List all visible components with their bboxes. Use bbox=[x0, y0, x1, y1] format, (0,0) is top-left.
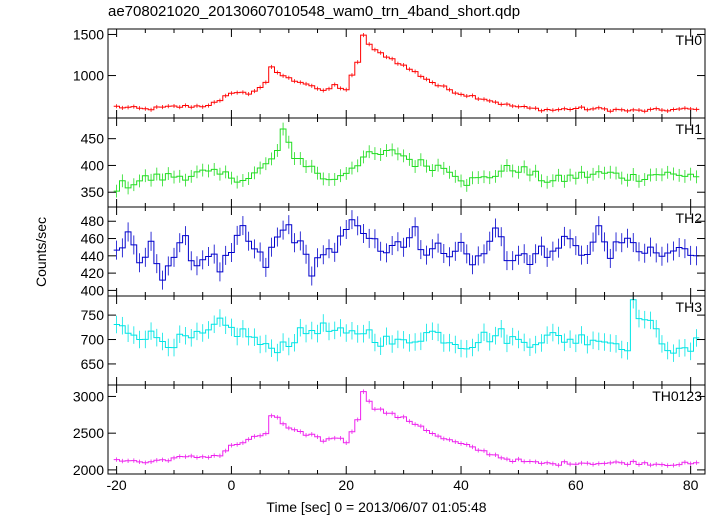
panel-label-th1: TH1 bbox=[676, 121, 703, 137]
panel-frame-th2 bbox=[107, 206, 706, 297]
y-tick-label-th0: 1000 bbox=[73, 68, 104, 84]
panel-label-th0123: TH0123 bbox=[652, 388, 702, 404]
panel-frame-th0 bbox=[107, 28, 706, 119]
x-axis-label: Time [sec] 0 = 2013/06/07 01:05:48 bbox=[266, 499, 486, 515]
x-tick-label: 20 bbox=[338, 477, 354, 493]
x-tick-label: 40 bbox=[453, 477, 469, 493]
panel-label-th0: TH0 bbox=[676, 32, 703, 48]
x-tick-label: 60 bbox=[568, 477, 584, 493]
y-tick-label-th2: 460 bbox=[81, 231, 105, 247]
y-tick-label-th0123: 2500 bbox=[73, 425, 104, 441]
series-line-th0123 bbox=[113, 391, 700, 466]
x-tick-label: 80 bbox=[683, 477, 699, 493]
panel-frame-th0123 bbox=[107, 384, 706, 475]
panel-label-th3: TH3 bbox=[676, 299, 703, 315]
series-line-th1 bbox=[113, 128, 700, 192]
series-line-th2 bbox=[113, 219, 700, 281]
y-tick-label-th0: 1500 bbox=[73, 26, 104, 42]
y-tick-label-th2: 480 bbox=[81, 213, 105, 229]
x-tick-label: 0 bbox=[228, 477, 236, 493]
y-tick-label-th1: 450 bbox=[81, 131, 105, 147]
y-tick-label-th2: 420 bbox=[81, 265, 105, 281]
y-tick-label-th1: 400 bbox=[81, 157, 105, 173]
y-tick-label-th1: 350 bbox=[81, 184, 105, 200]
y-tick-label-th3: 650 bbox=[81, 356, 105, 372]
y-tick-label-th2: 440 bbox=[81, 248, 105, 264]
y-tick-label-th3: 750 bbox=[81, 307, 105, 323]
y-axis-label: Counts/sec bbox=[33, 217, 49, 287]
y-tick-label-th0123: 2000 bbox=[73, 462, 104, 478]
plot-title: ae708021020_20130607010548_wam0_trn_4ban… bbox=[108, 3, 521, 20]
panel-frame-th1 bbox=[107, 117, 706, 208]
series-line-th3 bbox=[113, 299, 700, 354]
series-line-th0 bbox=[113, 34, 700, 112]
y-tick-label-th2: 400 bbox=[81, 282, 105, 298]
y-tick-label-th0123: 3000 bbox=[73, 388, 104, 404]
x-tick-label: -20 bbox=[106, 477, 126, 493]
y-tick-label-th3: 700 bbox=[81, 332, 105, 348]
panel-label-th2: TH2 bbox=[676, 210, 703, 226]
